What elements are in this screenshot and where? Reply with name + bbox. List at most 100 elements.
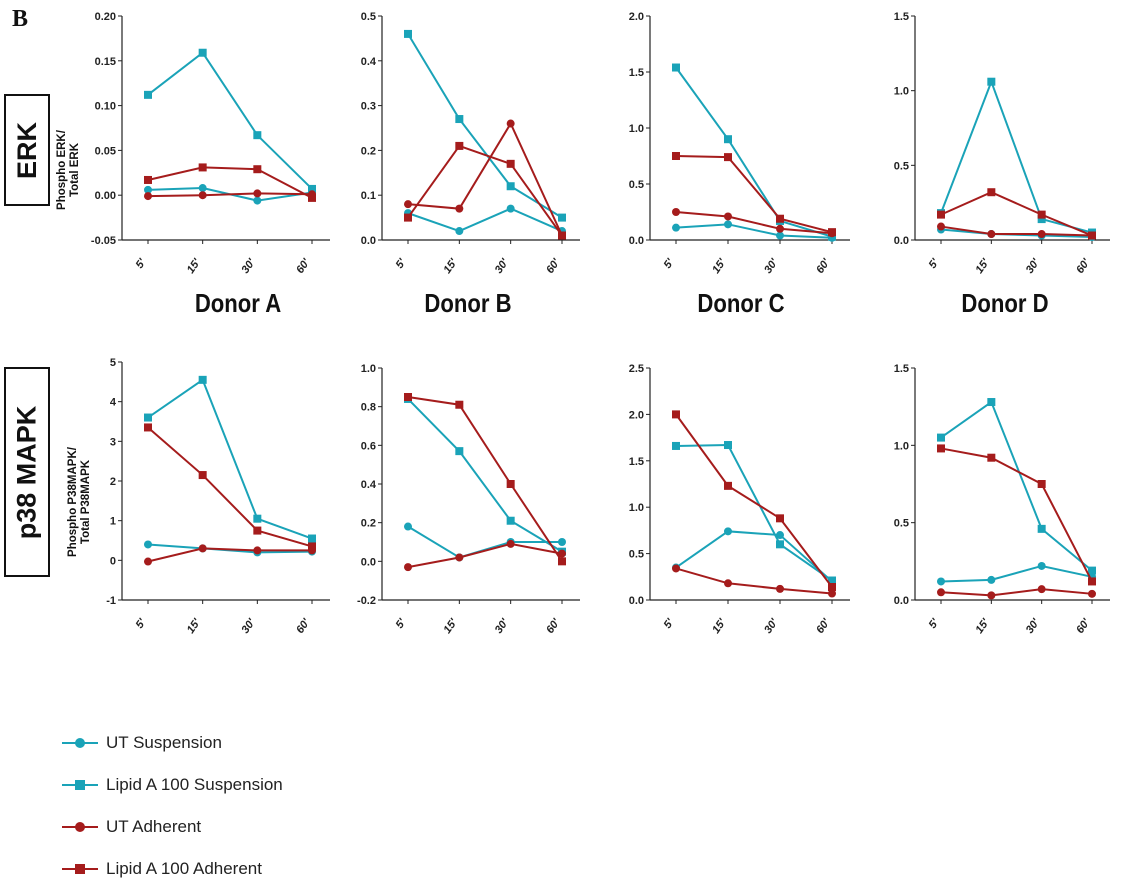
- data-point: [455, 553, 464, 562]
- series-line: [147, 426, 313, 548]
- series-line: [940, 78, 1093, 234]
- data-point: [1088, 231, 1096, 240]
- data-point: [144, 185, 152, 194]
- data-point: [776, 584, 784, 593]
- legend-marker-circle-icon: [62, 738, 98, 748]
- x-tick-label: 30': [239, 617, 258, 636]
- x-tick-label: 5': [927, 257, 942, 271]
- y-tick-label: 0.10: [95, 101, 116, 113]
- data-point: [724, 212, 732, 221]
- data-point: [1037, 210, 1046, 219]
- data-point: [776, 214, 784, 223]
- y-tick-label: 1.5: [894, 363, 909, 375]
- data-point: [558, 213, 566, 222]
- data-point: [253, 165, 262, 174]
- data-point: [455, 141, 464, 150]
- x-tick-label: 15': [973, 257, 992, 276]
- data-point: [455, 400, 464, 409]
- y-tick-label: 0.0: [894, 595, 909, 607]
- data-point: [253, 514, 262, 523]
- y-tick-label: 0.0: [361, 235, 376, 247]
- donor-label-b: Donor B: [424, 288, 512, 318]
- x-tick-label: 5': [134, 257, 149, 271]
- data-point: [1037, 480, 1046, 488]
- data-point: [404, 29, 412, 38]
- data-point: [724, 527, 732, 536]
- data-point: [308, 184, 316, 193]
- data-point: [308, 542, 316, 551]
- data-point: [253, 189, 262, 198]
- data-point: [308, 193, 316, 202]
- y-tick-label: 0.5: [894, 160, 909, 172]
- x-tick-label: 60': [544, 257, 563, 276]
- y-tick-label: 1.5: [629, 456, 644, 468]
- series-line: [675, 223, 833, 239]
- series-line: [407, 396, 563, 562]
- y-tick-label: 1.0: [629, 123, 644, 135]
- data-point: [776, 231, 784, 240]
- data-point: [506, 204, 515, 213]
- y-tick-label: 4: [110, 397, 117, 409]
- y-tick-label: 0.5: [629, 179, 644, 191]
- x-tick-label: 5': [662, 257, 677, 271]
- chart-panel-3: 0.0 0.5 1.0 1.5 2.0 5' 15' 30' 60': [629, 11, 850, 276]
- data-point: [198, 191, 207, 200]
- series-line: [940, 588, 1093, 597]
- x-tick-label: 60': [544, 617, 563, 636]
- data-point: [672, 441, 680, 450]
- donor-label-a: Donor A: [194, 288, 282, 318]
- data-point: [144, 540, 152, 549]
- data-point: [144, 175, 152, 184]
- data-point: [724, 135, 732, 144]
- data-point: [558, 557, 566, 566]
- legend-square-marker: [75, 864, 85, 874]
- y-tick-label: 2.5: [629, 363, 644, 375]
- data-point: [506, 159, 515, 168]
- data-point: [198, 163, 207, 172]
- data-point: [776, 514, 784, 523]
- data-point: [937, 210, 945, 219]
- data-point: [987, 575, 996, 584]
- y-tick-label: 0.20: [95, 11, 116, 23]
- series-line: [147, 192, 313, 198]
- y-tick-label: 0.15: [95, 56, 116, 68]
- legend-label: UT Adherent: [106, 817, 202, 836]
- data-point: [1037, 585, 1046, 594]
- chart-panel-6: -0.2 0.0 0.2 0.4 0.6 0.8 1.0 5' 15' 30' 60': [357, 363, 580, 636]
- y-tick-label: 1.0: [629, 502, 644, 514]
- data-point: [506, 119, 515, 128]
- y-tick-label: 1.0: [361, 363, 376, 375]
- x-tick-label: 15': [185, 257, 204, 276]
- data-point: [198, 471, 207, 480]
- data-point: [1037, 524, 1046, 533]
- data-point: [828, 576, 836, 585]
- data-point: [198, 544, 207, 553]
- data-point: [253, 131, 262, 140]
- data-point: [253, 196, 262, 205]
- data-point: [506, 480, 515, 488]
- y-tick-label: 0.00: [95, 190, 116, 202]
- series-line: [407, 525, 562, 559]
- series-line: [675, 211, 833, 235]
- data-point: [1088, 566, 1096, 575]
- x-tick-label: 15': [710, 257, 729, 276]
- x-tick-label: 30': [762, 617, 781, 636]
- data-point: [1037, 215, 1046, 224]
- data-point: [724, 579, 732, 588]
- data-point: [144, 192, 152, 201]
- y-tick-label: 1.0: [894, 440, 909, 452]
- legend-circle-marker: [75, 738, 85, 748]
- data-point: [404, 393, 412, 401]
- chart-panel-5: -1 0 1 2 3 4 5 5' 15' 30' 60': [106, 357, 330, 636]
- legend-item-ut-suspension: UT Suspension: [62, 722, 283, 764]
- data-point: [1088, 589, 1096, 598]
- x-tick-label: 60': [814, 617, 833, 636]
- chart-panel-8: 0.0 0.5 1.0 1.5 5' 15' 30' 60': [894, 363, 1110, 636]
- chart-panel-7: 0.0 0.5 1.0 1.5 2.0 2.5 5' 15' 30' 60': [629, 363, 850, 636]
- y-tick-label: 0.05: [95, 145, 116, 157]
- x-tick-label: 5': [134, 617, 149, 631]
- data-point: [404, 522, 412, 531]
- y-tick-label: -1: [106, 595, 116, 607]
- y-tick-label: 1.5: [894, 11, 909, 23]
